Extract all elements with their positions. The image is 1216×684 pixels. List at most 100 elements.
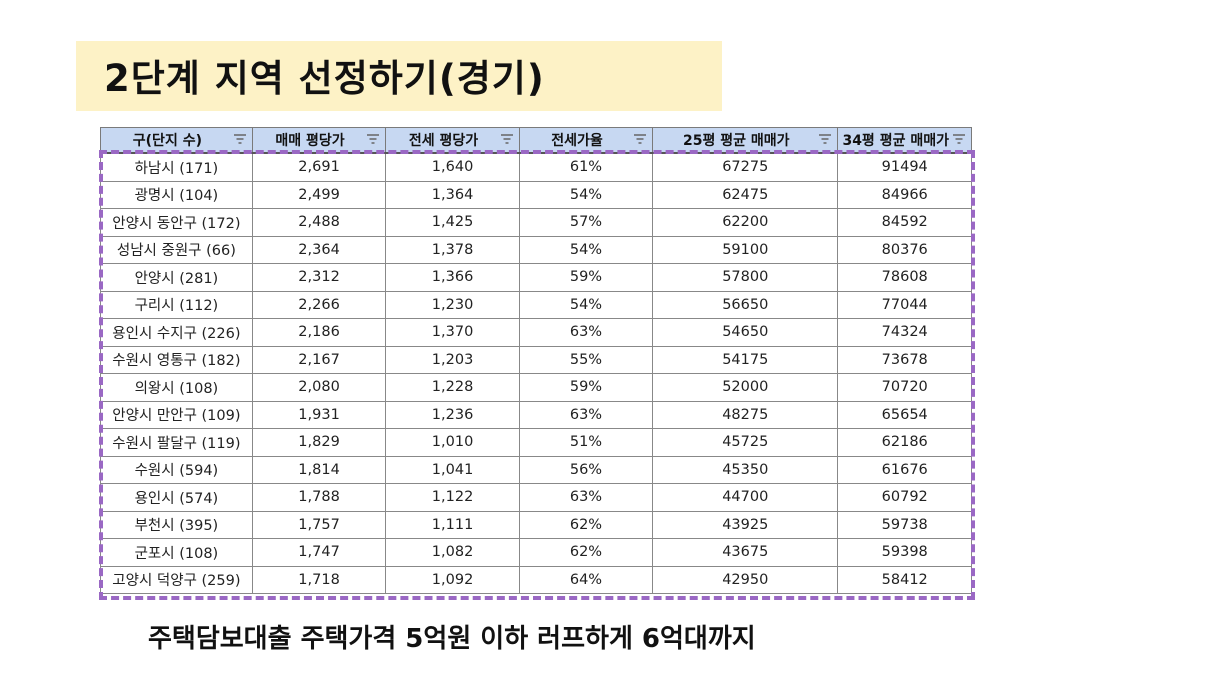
table-row: 수원시 영통구 (182) 2,167 1,203 55% 54175 73678 xyxy=(100,345,972,374)
table-cell: 1,111 xyxy=(385,510,520,539)
column-header[interactable]: 전세가율 xyxy=(518,127,654,154)
table-cell: 안양시 (281) xyxy=(100,263,253,292)
table-cell: 2,080 xyxy=(251,373,387,402)
table-cell: 의왕시 (108) xyxy=(100,373,253,402)
table-cell: 1,092 xyxy=(385,565,520,594)
table-cell: 1,425 xyxy=(385,208,520,237)
table-cell: 62% xyxy=(518,510,654,539)
column-header[interactable]: 전세 평당가 xyxy=(385,127,520,154)
table-cell: 하남시 (171) xyxy=(100,152,253,182)
table-cell: 구리시 (112) xyxy=(100,290,253,319)
table-cell: 55% xyxy=(518,345,654,374)
title-banner xyxy=(76,41,722,111)
column-header-label: 매매 평당가 xyxy=(275,133,345,149)
table-cell: 63% xyxy=(518,318,654,347)
table-row: 용인시 (574) 1,788 1,122 63% 44700 60792 xyxy=(100,483,972,512)
column-header[interactable]: 매매 평당가 xyxy=(251,127,387,154)
table-cell: 수원시 팔달구 (119) xyxy=(100,428,253,457)
column-header-label: 25평 평균 매매가 xyxy=(683,133,790,149)
table-cell: 2,488 xyxy=(251,208,387,237)
column-header-label: 구(단지 수) xyxy=(132,133,202,149)
table-cell: 91494 xyxy=(837,152,972,182)
table-row: 부천시 (395) 1,757 1,111 62% 43925 59738 xyxy=(100,510,972,539)
table-cell: 54% xyxy=(518,180,654,209)
table-cell: 안양시 만안구 (109) xyxy=(100,400,253,429)
filter-icon[interactable] xyxy=(499,133,515,147)
table-cell: 1,640 xyxy=(385,152,520,182)
table-cell: 고양시 덕양구 (259) xyxy=(100,565,253,594)
table-cell: 1,122 xyxy=(385,483,520,512)
filter-icon[interactable] xyxy=(365,133,381,147)
table-row: 안양시 만안구 (109) 1,931 1,236 63% 48275 65654 xyxy=(100,400,972,429)
table-cell: 59738 xyxy=(837,510,972,539)
table-cell: 73678 xyxy=(837,345,972,374)
table-cell: 57800 xyxy=(652,263,839,292)
table-cell: 1,814 xyxy=(251,455,387,484)
table-cell: 80376 xyxy=(837,235,972,264)
table-cell: 45725 xyxy=(652,428,839,457)
table-cell: 1,829 xyxy=(251,428,387,457)
table-row: 광명시 (104) 2,499 1,364 54% 62475 84966 xyxy=(100,180,972,209)
column-header-label: 34평 평균 매매가 xyxy=(842,133,949,149)
table-cell: 43675 xyxy=(652,538,839,567)
column-header[interactable]: 25평 평균 매매가 xyxy=(652,127,839,154)
table-cell: 48275 xyxy=(652,400,839,429)
table-row: 수원시 팔달구 (119) 1,829 1,010 51% 45725 62186 xyxy=(100,428,972,457)
column-header[interactable]: 34평 평균 매매가 xyxy=(837,127,972,154)
column-header-label: 전세가율 xyxy=(551,133,603,149)
table-cell: 84592 xyxy=(837,208,972,237)
filter-icon[interactable] xyxy=(232,133,248,147)
table-cell: 84966 xyxy=(837,180,972,209)
table-cell: 51% xyxy=(518,428,654,457)
table-cell: 2,312 xyxy=(251,263,387,292)
table-row: 안양시 (281) 2,312 1,366 59% 57800 78608 xyxy=(100,263,972,292)
column-header-label: 전세 평당가 xyxy=(408,133,479,149)
filter-icon[interactable] xyxy=(632,133,648,147)
table-cell: 1,718 xyxy=(251,565,387,594)
table-cell: 52000 xyxy=(652,373,839,402)
table-cell: 1,082 xyxy=(385,538,520,567)
table-cell: 1,230 xyxy=(385,290,520,319)
table-cell: 67275 xyxy=(652,152,839,182)
table-cell: 2,167 xyxy=(251,345,387,374)
table-cell: 2,266 xyxy=(251,290,387,319)
table-cell: 1,370 xyxy=(385,318,520,347)
filter-icon[interactable] xyxy=(951,133,967,147)
table-cell: 54175 xyxy=(652,345,839,374)
table-cell: 43925 xyxy=(652,510,839,539)
table-cell: 1,931 xyxy=(251,400,387,429)
table-cell: 70720 xyxy=(837,373,972,402)
table-cell: 2,499 xyxy=(251,180,387,209)
table-body: 하남시 (171) 2,691 1,640 61% 67275 91494 광명시 (104… xyxy=(100,152,972,594)
table-cell: 용인시 수지구 (226) xyxy=(100,318,253,347)
table-cell: 62% xyxy=(518,538,654,567)
page-title: 2단계 지역 선정하기(경기) xyxy=(104,57,545,100)
table-cell: 61% xyxy=(518,152,654,182)
table-cell: 45350 xyxy=(652,455,839,484)
table-cell: 2,691 xyxy=(251,152,387,182)
table-row: 수원시 (594) 1,814 1,041 56% 45350 61676 xyxy=(100,455,972,484)
table-cell: 54% xyxy=(518,290,654,319)
table-cell: 57% xyxy=(518,208,654,237)
table-cell: 성남시 중원구 (66) xyxy=(100,235,253,264)
table-cell: 74324 xyxy=(837,318,972,347)
column-header[interactable]: 구(단지 수) xyxy=(100,127,253,154)
table-cell: 60792 xyxy=(837,483,972,512)
table-cell: 59% xyxy=(518,373,654,402)
table-cell: 59100 xyxy=(652,235,839,264)
table-cell: 수원시 영통구 (182) xyxy=(100,345,253,374)
table-cell: 59398 xyxy=(837,538,972,567)
table-cell: 65654 xyxy=(837,400,972,429)
table-row: 고양시 덕양구 (259) 1,718 1,092 64% 42950 58412 xyxy=(100,565,972,594)
table-row: 안양시 동안구 (172) 2,488 1,425 57% 62200 84592 xyxy=(100,208,972,237)
filter-icon[interactable] xyxy=(817,133,833,147)
table-cell: 광명시 (104) xyxy=(100,180,253,209)
table-cell: 58412 xyxy=(837,565,972,594)
table-row: 성남시 중원구 (66) 2,364 1,378 54% 59100 80376 xyxy=(100,235,972,264)
table-cell: 1,788 xyxy=(251,483,387,512)
table-row: 구리시 (112) 2,266 1,230 54% 56650 77044 xyxy=(100,290,972,319)
table-cell: 62186 xyxy=(837,428,972,457)
table-cell: 수원시 (594) xyxy=(100,455,253,484)
table-header-row: 구(단지 수) 매매 평당가 전세 평당가 전세가율 25평 평균 매매가 34평 평균 … xyxy=(100,127,972,154)
table-cell: 61676 xyxy=(837,455,972,484)
